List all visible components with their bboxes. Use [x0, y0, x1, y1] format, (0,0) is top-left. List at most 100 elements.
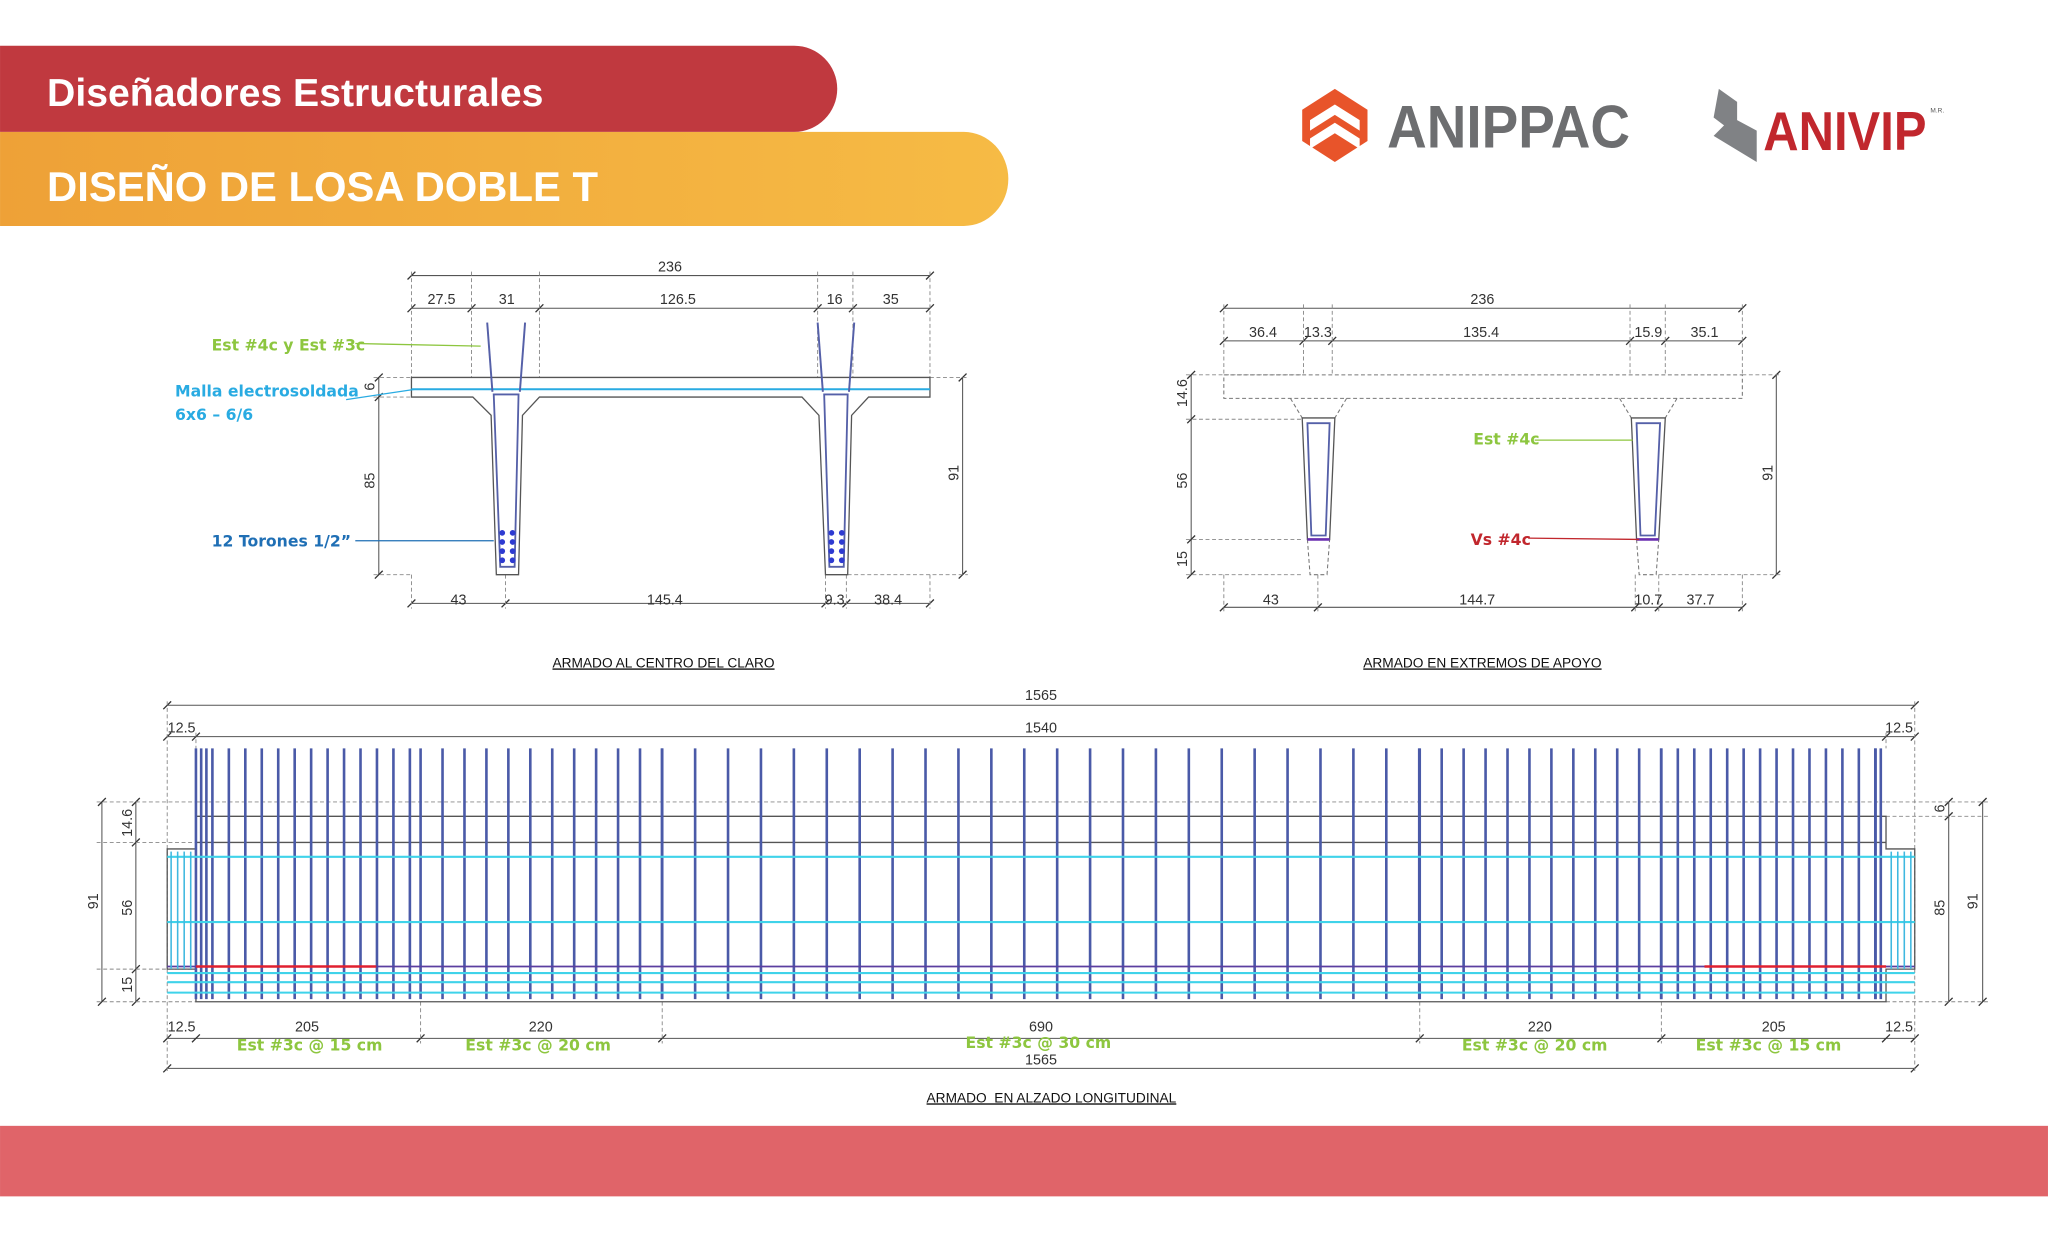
dim-tick [191, 1033, 201, 1043]
flange-outline [1223, 374, 1743, 399]
stirrup [518, 322, 527, 392]
section-outline [410, 376, 931, 576]
strand [838, 557, 845, 564]
strand [499, 548, 506, 555]
dim-tick [97, 797, 107, 807]
dim: 35.1 [1690, 325, 1718, 341]
dim: 85 [1933, 900, 1949, 916]
label: Malla electrosoldada [175, 381, 359, 400]
strand [499, 539, 506, 545]
strand [509, 530, 516, 536]
stirrup [486, 322, 494, 392]
dim: 6 [1933, 804, 1949, 812]
strand [838, 539, 845, 545]
dim-tick [1186, 535, 1196, 544]
dim: 31 [499, 292, 515, 308]
caption: ARMADO EN EXTREMOS DE APOYO [1363, 655, 1601, 670]
dim: 14.6 [120, 809, 136, 837]
dim: 6 [363, 383, 379, 391]
subtitle: DISEÑO DE LOSA DOBLE T [47, 163, 598, 210]
stem-lower [1306, 539, 1331, 576]
caption: ARMADO EN ALZADO LONGITUDINAL [927, 1090, 1177, 1105]
dim: 43 [1263, 593, 1279, 609]
anivip-text: ANIVIP [1763, 100, 1926, 162]
leader [1528, 537, 1640, 541]
dim: 236 [658, 260, 682, 276]
strand [499, 530, 506, 536]
leader [346, 388, 416, 401]
dim: 144.7 [1459, 593, 1495, 609]
footer-bar [0, 1125, 2048, 1197]
anivip-mark: M.R. [1930, 107, 1944, 114]
title-bar [0, 45, 838, 132]
strand [509, 539, 516, 545]
beam-outline [166, 815, 1916, 1003]
dim: 1565 [1025, 688, 1057, 704]
spacing-label: Est #3c @ 15 cm [237, 1036, 383, 1055]
drawings [96, 271, 1988, 1074]
subtitle-bar [0, 131, 1009, 226]
label: Vs #4c [1471, 530, 1531, 549]
dim: 145.4 [647, 593, 683, 609]
haunch [1289, 398, 1348, 419]
dim-tick [374, 570, 384, 580]
dim: 10.7 [1634, 593, 1662, 609]
dim: 56 [1175, 473, 1191, 489]
dim: 35 [883, 292, 899, 308]
dim-tick [1186, 370, 1196, 380]
stirrup [1306, 422, 1331, 537]
dim: 91 [86, 893, 102, 909]
strand [838, 548, 845, 555]
anippac-logo: ANIPPAC [1302, 88, 1630, 162]
dim: 12.5 [168, 721, 196, 737]
stirrup [848, 322, 856, 392]
dim-tick [97, 997, 107, 1007]
dim: 36.4 [1249, 325, 1277, 341]
title: Diseñadores Estructurales [47, 72, 543, 115]
stem-lower [1636, 539, 1660, 576]
dim: 16 [827, 292, 843, 308]
caption: ARMADO AL CENTRO DEL CLARO [552, 655, 774, 670]
stirrup [1635, 422, 1662, 537]
dim: 15 [120, 977, 136, 993]
dim: 220 [1528, 1020, 1552, 1036]
label: 6x6 – 6/6 [175, 405, 253, 424]
dim: 205 [1762, 1020, 1786, 1036]
dim: 91 [1965, 893, 1981, 909]
dim: 43 [450, 593, 466, 609]
dim: 13.3 [1304, 325, 1332, 341]
dim: 9.3 [825, 593, 845, 609]
dim-tick [374, 373, 384, 382]
dim: 126.5 [660, 292, 696, 308]
strand [828, 530, 835, 536]
dim: 12.5 [1885, 1020, 1913, 1036]
strand [838, 530, 845, 536]
dim: 37.7 [1687, 593, 1715, 609]
leader [355, 342, 481, 347]
stirrup [492, 393, 520, 568]
label: Est #4c [1473, 430, 1539, 449]
strand [509, 548, 516, 555]
dim-tick [1978, 997, 1988, 1007]
strand [509, 557, 516, 564]
dim: 1565 [1025, 1052, 1057, 1068]
dim: 85 [363, 473, 379, 489]
dim: 91 [1760, 465, 1776, 481]
spacing-label: Est #3c @ 15 cm [1696, 1036, 1842, 1055]
stem-outline [1301, 417, 1336, 541]
dim-tick [1881, 1033, 1891, 1043]
strand [828, 548, 835, 555]
label: Est #4c y Est #3c [212, 336, 366, 355]
dim: 15 [1175, 551, 1191, 567]
dim: 205 [295, 1020, 319, 1036]
dim-tick [1978, 797, 1988, 807]
dim-tick [1186, 414, 1196, 424]
spacing-label: Est #3c @ 20 cm [465, 1036, 611, 1055]
dim: 220 [529, 1020, 553, 1036]
dim: 135.4 [1463, 325, 1499, 341]
dim: 690 [1029, 1020, 1053, 1036]
strand [828, 539, 835, 545]
dim: 236 [1470, 292, 1494, 308]
dim: 15.9 [1634, 325, 1662, 341]
